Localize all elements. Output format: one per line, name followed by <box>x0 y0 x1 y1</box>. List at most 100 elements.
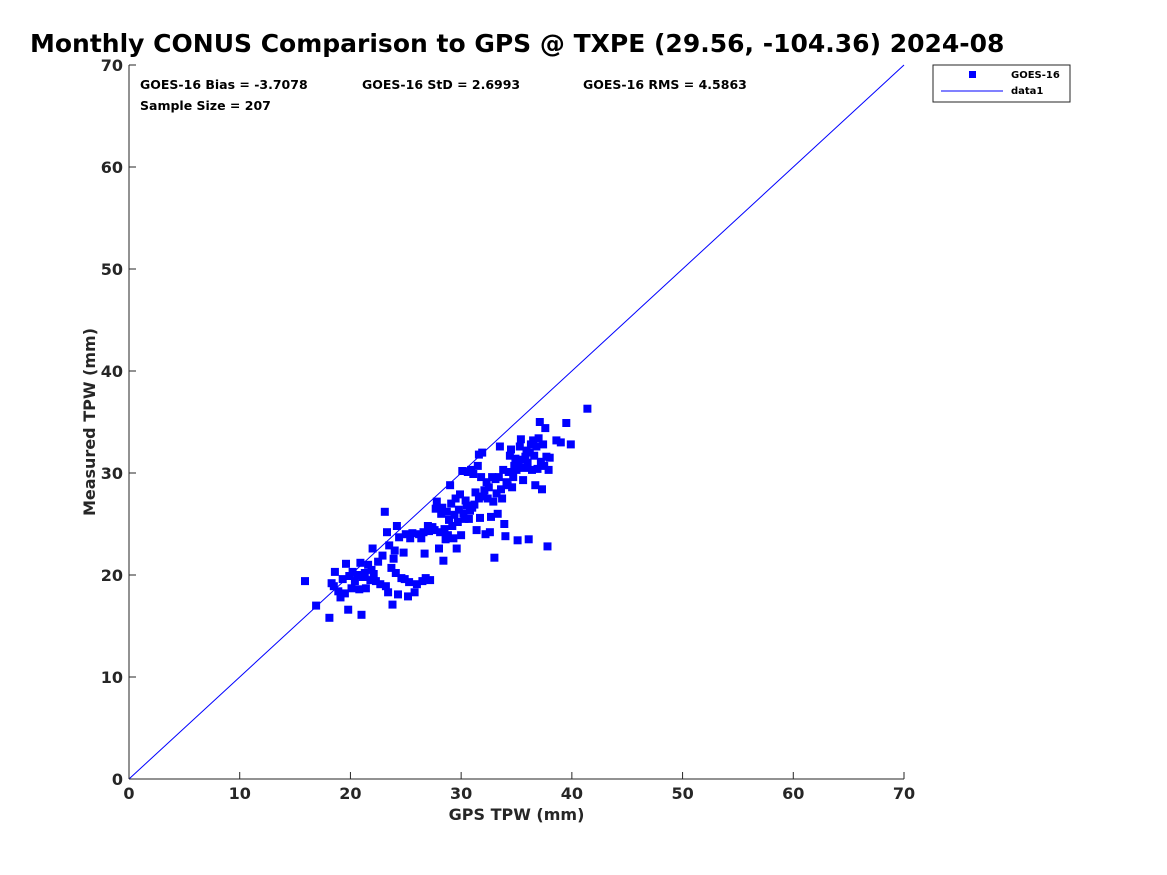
bias-annotation: GOES-16 Bias = -3.7078 <box>140 77 308 92</box>
data-point <box>449 534 458 543</box>
data-point <box>459 509 468 518</box>
data-point <box>487 512 495 521</box>
data-point <box>383 528 391 537</box>
data-point <box>529 436 538 445</box>
data-point <box>469 470 478 478</box>
data-point <box>431 504 440 513</box>
data-point <box>556 438 565 447</box>
legend-box <box>932 64 1071 103</box>
identity-line-layer <box>128 64 905 780</box>
data-point <box>437 509 446 518</box>
data-point <box>497 485 505 494</box>
data-point <box>471 488 480 497</box>
data-point <box>519 476 528 485</box>
data-point <box>345 572 354 580</box>
x-tick-label: 40 <box>561 784 583 803</box>
data-point <box>457 531 466 540</box>
data-point <box>495 442 504 451</box>
data-point <box>440 525 449 534</box>
data-point <box>482 478 491 487</box>
data-point <box>516 435 525 444</box>
data-point <box>442 507 451 516</box>
data-point <box>445 515 453 524</box>
data-point <box>500 520 509 528</box>
data-point <box>400 575 409 584</box>
data-point <box>492 489 501 498</box>
y-tick-label: 50 <box>101 260 123 279</box>
data-point <box>381 582 390 591</box>
data-point <box>336 593 345 602</box>
data-point <box>503 481 512 490</box>
data-point <box>473 461 482 470</box>
sample-size-annotation: Sample Size = 207 <box>140 98 271 113</box>
data-point <box>456 490 464 499</box>
x-tick-label: 30 <box>450 784 472 803</box>
data-point <box>532 442 541 451</box>
y-tick-label: 30 <box>101 464 123 483</box>
data-point <box>436 528 445 537</box>
data-point <box>325 613 334 622</box>
data-point <box>357 610 366 619</box>
data-point <box>312 601 321 610</box>
data-point <box>369 570 378 578</box>
data-point <box>421 574 430 583</box>
data-point <box>406 534 415 543</box>
data-point <box>476 513 484 522</box>
data-point <box>452 544 461 553</box>
data-point <box>528 465 536 474</box>
data-point <box>441 535 450 544</box>
stats-annotation: GOES-16 Bias = -3.7078 GOES-16 StD = 2.6… <box>140 77 747 113</box>
data-point <box>461 496 470 505</box>
data-point <box>353 571 362 579</box>
data-point <box>562 419 571 427</box>
data-point <box>399 548 408 557</box>
data-point <box>430 526 439 535</box>
data-point <box>342 559 350 568</box>
data-point <box>493 509 502 518</box>
data-point <box>484 483 493 492</box>
data-point <box>539 440 548 449</box>
data-point <box>485 528 494 537</box>
data-point <box>494 473 503 482</box>
data-point <box>394 590 402 599</box>
data-point <box>447 499 456 508</box>
data-point <box>490 553 499 562</box>
data-point <box>415 530 424 539</box>
data-point <box>301 577 309 586</box>
data-point <box>450 510 459 519</box>
y-tick-label: 20 <box>101 566 123 585</box>
data-point <box>520 463 529 472</box>
data-point <box>483 494 492 503</box>
x-tick-label: 20 <box>339 784 361 803</box>
data-point <box>392 522 401 530</box>
plot-area <box>128 64 905 780</box>
data-point <box>498 494 507 503</box>
data-point <box>371 577 380 586</box>
data-point <box>395 533 404 542</box>
y-tick-label: 10 <box>101 668 123 687</box>
data-point <box>477 473 486 482</box>
data-point <box>417 534 426 543</box>
data-point <box>521 452 530 461</box>
x-axis-ticks: 0 10 20 30 40 50 60 70 <box>123 772 915 803</box>
data-point <box>432 497 441 506</box>
data-point <box>344 605 353 614</box>
y-tick-label: 60 <box>101 158 123 177</box>
data-point <box>426 576 435 585</box>
x-tick-label: 10 <box>229 784 251 803</box>
data-point <box>380 507 389 516</box>
data-point <box>460 514 469 523</box>
data-point <box>410 588 419 597</box>
data-point <box>552 436 561 445</box>
data-point <box>329 582 338 591</box>
chart-title: Monthly CONUS Comparison to GPS @ TXPE (… <box>30 29 1004 58</box>
data-point <box>350 577 359 586</box>
data-point <box>361 584 370 593</box>
data-point <box>507 445 515 454</box>
data-point <box>446 481 455 490</box>
legend-label-data1: data1 <box>1011 86 1043 97</box>
x-tick-label: 60 <box>782 784 804 803</box>
data-point <box>334 587 343 596</box>
data-point <box>387 563 396 572</box>
data-point <box>513 536 522 545</box>
